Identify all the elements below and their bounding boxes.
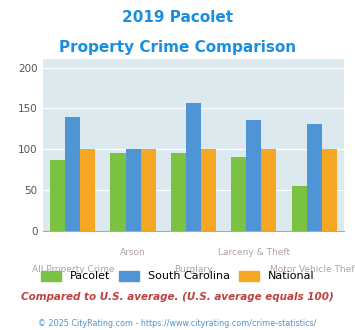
Bar (65, 116, 80, 231)
Bar (50, 160, 65, 231)
Bar (126, 149, 141, 231)
Text: Larceny & Theft: Larceny & Theft (218, 248, 290, 257)
Text: Motor Vehicle Theft: Motor Vehicle Theft (270, 265, 355, 274)
Text: Compared to U.S. average. (U.S. average equals 100): Compared to U.S. average. (U.S. average … (21, 292, 334, 302)
Text: All Property Crime: All Property Crime (32, 265, 114, 274)
Legend: Pacolet, South Carolina, National: Pacolet, South Carolina, National (36, 266, 319, 286)
Bar (307, 124, 322, 231)
Bar (291, 186, 307, 231)
Bar (246, 120, 261, 231)
Bar (141, 149, 156, 231)
Bar (186, 103, 201, 231)
Text: Property Crime Comparison: Property Crime Comparison (59, 40, 296, 54)
Bar (201, 149, 216, 231)
Bar (261, 149, 277, 231)
Text: Burglary: Burglary (174, 265, 213, 274)
Text: 2019 Pacolet: 2019 Pacolet (122, 10, 233, 25)
Bar (231, 157, 246, 231)
Text: Arson: Arson (120, 248, 146, 257)
Bar (80, 149, 95, 231)
Bar (110, 153, 126, 231)
Bar (322, 149, 337, 231)
Text: © 2025 CityRating.com - https://www.cityrating.com/crime-statistics/: © 2025 CityRating.com - https://www.city… (38, 319, 317, 328)
Bar (171, 153, 186, 231)
